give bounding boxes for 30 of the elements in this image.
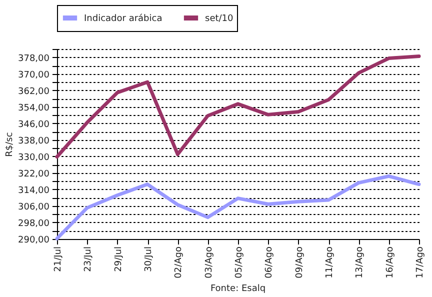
y-tick-label: 362,00 (18, 86, 50, 97)
x-tick-label: 09/Ago (294, 246, 305, 278)
x-tick-label: 06/Ago (264, 246, 275, 278)
x-tick-label: 13/Ago (355, 246, 366, 278)
x-tick-label: 11/Ago (325, 246, 335, 278)
y-tick-label: 322,00 (18, 169, 50, 180)
y-tick-label: 298,00 (18, 218, 50, 229)
x-tick-label: 29/Jul (114, 246, 124, 272)
x-tick-label: 05/Ago (234, 246, 244, 278)
y-tick-label: 370,00 (18, 70, 50, 80)
x-tick-label: 16/Ago (385, 246, 396, 278)
x-tick-label: 30/Jul (144, 246, 154, 272)
x-tick-label: 17/Ago (416, 246, 426, 278)
y-tick-label: 314,00 (18, 186, 50, 196)
y-tick-label: 354,00 (18, 103, 50, 114)
x-tick-label: 02/Ago (174, 246, 184, 278)
y-tick-label: 338,00 (18, 136, 50, 146)
legend-label: set/10 (205, 14, 234, 24)
y-tick-label: 290,00 (18, 236, 50, 246)
y-tick-label: 378,00 (18, 54, 50, 64)
y-tick-label: 346,00 (18, 120, 50, 130)
legend-label: Indicador arábica (84, 13, 162, 24)
x-tick-label: 03/Ago (204, 246, 214, 278)
x-tick-label: 21/Jul (54, 246, 64, 272)
y-tick-label: 330,00 (18, 152, 50, 163)
y-axis-title: R$/sc (5, 132, 16, 157)
y-tick-label: 306,00 (18, 202, 50, 212)
line-series (55, 54, 421, 159)
source-note: Fonte: Esalq (210, 284, 266, 294)
x-tick-label: 23/Jul (84, 246, 94, 272)
